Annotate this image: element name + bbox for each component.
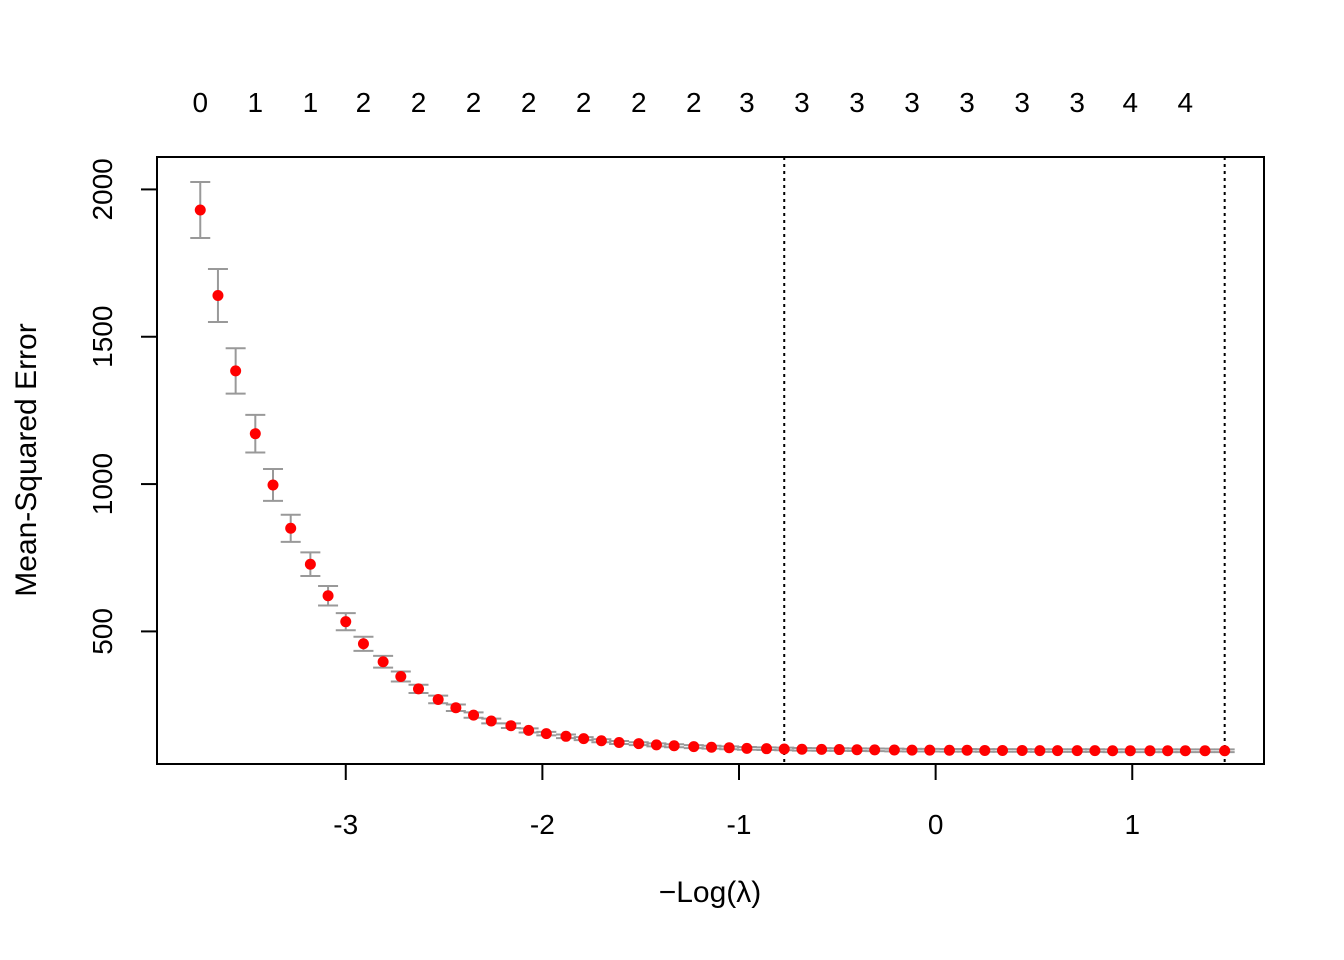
data-point-40: [924, 744, 936, 756]
data-point-16: [485, 715, 497, 727]
y-tick-label-0: 500: [87, 608, 118, 655]
data-point-7: [322, 590, 334, 602]
top-label-1: 1: [248, 87, 264, 118]
top-label-0: 0: [192, 87, 208, 118]
data-point-19: [540, 728, 552, 740]
x-axis-label: −Log(λ): [659, 876, 762, 909]
data-point-25: [650, 739, 662, 751]
data-point-27: [688, 741, 700, 753]
x-tick-label-0: -3: [333, 809, 358, 840]
data-point-0: [194, 204, 206, 216]
top-label-7: 2: [576, 87, 592, 118]
data-point-3: [249, 428, 261, 440]
data-point-23: [613, 736, 625, 748]
x-tick-label-2: -1: [727, 809, 752, 840]
y-axis: 500 1000 1500 2000: [87, 158, 158, 655]
x-tick-label-1: -2: [530, 809, 555, 840]
data-point-35: [833, 744, 845, 756]
data-points: [194, 204, 1231, 757]
plot-frame: [156, 156, 1265, 765]
data-point-30: [741, 742, 753, 754]
y-tick-label-2: 1500: [87, 306, 118, 368]
top-label-13: 3: [904, 87, 920, 118]
data-point-11: [395, 670, 407, 682]
top-label-4: 2: [411, 87, 427, 118]
data-point-42: [961, 744, 973, 756]
data-point-13: [432, 693, 444, 705]
data-point-43: [979, 744, 991, 756]
data-point-39: [906, 744, 918, 756]
data-point-47: [1052, 745, 1064, 757]
top-label-3: 2: [356, 87, 372, 118]
data-point-31: [761, 743, 773, 755]
data-point-41: [943, 744, 955, 756]
data-point-26: [668, 740, 680, 752]
data-point-34: [816, 743, 828, 755]
x-tick-label-3: 0: [928, 809, 944, 840]
data-point-56: [1219, 745, 1231, 757]
data-point-1: [212, 289, 224, 301]
y-tick-label-3: 2000: [87, 158, 118, 220]
top-label-15: 3: [1014, 87, 1030, 118]
data-point-20: [560, 730, 572, 742]
top-label-11: 3: [794, 87, 810, 118]
data-point-54: [1179, 745, 1191, 757]
top-label-9: 2: [686, 87, 702, 118]
data-point-38: [888, 744, 900, 756]
data-point-46: [1034, 745, 1046, 757]
data-point-28: [705, 741, 717, 753]
top-label-17: 4: [1123, 87, 1139, 118]
data-point-50: [1107, 745, 1119, 757]
data-point-33: [796, 743, 808, 755]
data-point-53: [1162, 745, 1174, 757]
top-label-5: 2: [466, 87, 482, 118]
top-label-8: 2: [631, 87, 647, 118]
data-point-52: [1144, 745, 1156, 757]
data-point-36: [851, 744, 863, 756]
data-point-15: [468, 709, 480, 721]
data-point-21: [578, 733, 590, 745]
data-point-24: [633, 738, 645, 750]
data-point-6: [304, 558, 316, 570]
y-tick-label-1: 1000: [87, 453, 118, 515]
data-point-44: [996, 744, 1008, 756]
data-point-8: [340, 616, 352, 628]
data-point-37: [869, 744, 881, 756]
top-label-16: 3: [1069, 87, 1085, 118]
x-axis: -3 -2 -1 0 1: [333, 763, 1140, 840]
data-point-4: [267, 479, 279, 491]
data-point-49: [1089, 745, 1101, 757]
top-axis-nonzero-counts: 0 1 1 2 2 2 2 2 2 2 3 3 3 3 3 3 3 4 4: [192, 87, 1193, 118]
data-point-32: [778, 743, 790, 755]
data-point-55: [1199, 745, 1211, 757]
data-point-9: [357, 638, 369, 650]
data-point-29: [723, 742, 735, 754]
data-point-5: [285, 522, 297, 534]
top-label-2: 1: [303, 87, 319, 118]
top-label-12: 3: [849, 87, 865, 118]
data-point-22: [595, 735, 607, 747]
x-tick-label-4: 1: [1124, 809, 1140, 840]
data-point-18: [523, 724, 535, 736]
top-label-18: 4: [1178, 87, 1194, 118]
data-point-17: [505, 720, 517, 732]
data-point-51: [1124, 745, 1136, 757]
data-point-14: [450, 702, 462, 714]
reference-lines: [783, 157, 1226, 764]
data-point-10: [377, 656, 389, 668]
top-label-10: 3: [739, 87, 755, 118]
y-axis-label: Mean-Squared Error: [10, 323, 43, 596]
top-label-14: 3: [959, 87, 975, 118]
error-bars: [190, 181, 1235, 754]
data-point-48: [1071, 745, 1083, 757]
data-point-2: [230, 365, 242, 377]
data-point-12: [413, 683, 425, 695]
data-point-45: [1016, 744, 1028, 756]
top-label-6: 2: [521, 87, 537, 118]
